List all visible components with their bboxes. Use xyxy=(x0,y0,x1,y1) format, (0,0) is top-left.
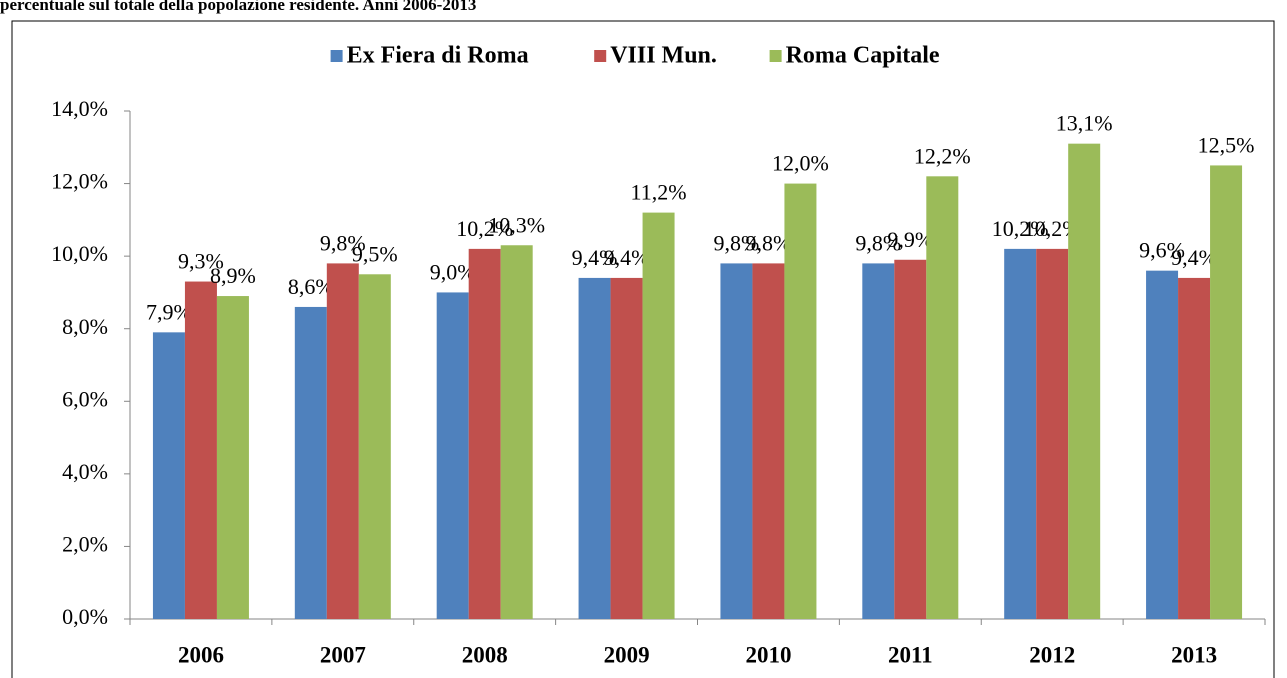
value-label: 9,8% xyxy=(855,230,901,255)
value-label: 12,2% xyxy=(914,143,971,168)
value-label: 9,8% xyxy=(320,230,366,255)
bar xyxy=(326,263,359,619)
value-label: 10,2% xyxy=(456,216,513,241)
value-label: 10,2% xyxy=(992,216,1049,241)
y-tick-label: 14,0% xyxy=(51,96,108,121)
legend-label: Roma Capitale xyxy=(786,43,940,69)
legend-swatch xyxy=(330,50,343,62)
value-label: 8,6% xyxy=(288,274,334,299)
bar xyxy=(436,292,469,619)
x-tick-label: 2007 xyxy=(320,642,366,667)
bar xyxy=(500,245,533,619)
bar xyxy=(578,277,611,619)
y-tick-label: 6,0% xyxy=(62,386,108,411)
value-label: 7,9% xyxy=(146,299,192,324)
bar xyxy=(184,281,217,619)
value-label: 12,0% xyxy=(772,151,829,176)
bar xyxy=(784,183,817,620)
y-tick-label: 8,0% xyxy=(62,314,108,339)
value-label: 8,9% xyxy=(210,263,256,288)
bar xyxy=(926,176,959,620)
legend-label: Ex Fiera di Roma xyxy=(347,43,529,69)
y-tick-label: 0,0% xyxy=(62,604,108,629)
bar xyxy=(720,263,753,619)
value-label: 9,4% xyxy=(572,245,618,270)
y-tick-label: 12,0% xyxy=(51,169,108,194)
value-label: 13,1% xyxy=(1056,111,1113,136)
y-tick-label: 2,0% xyxy=(62,531,108,556)
legend-swatch xyxy=(769,50,782,62)
bar xyxy=(642,212,675,619)
x-tick-label: 2010 xyxy=(745,642,791,667)
bar xyxy=(1210,165,1243,619)
value-label: 9,8% xyxy=(746,230,792,255)
x-tick-label: 2008 xyxy=(462,642,508,667)
bar xyxy=(1146,270,1179,619)
bar xyxy=(610,277,643,619)
bar xyxy=(1178,277,1211,619)
value-label: 9,9% xyxy=(887,227,933,252)
legend-swatch xyxy=(594,50,607,62)
bar xyxy=(752,263,785,619)
x-tick-label: 2009 xyxy=(604,642,650,667)
bar xyxy=(862,263,895,619)
x-tick-label: 2011 xyxy=(888,642,933,667)
bar xyxy=(1068,143,1101,619)
value-label: 9,3% xyxy=(178,249,224,274)
value-label: 9,4% xyxy=(604,245,650,270)
chart-title: percentuale sul totale della popolazione… xyxy=(0,0,476,14)
x-tick-label: 2013 xyxy=(1171,642,1217,667)
y-tick-label: 4,0% xyxy=(62,459,108,484)
bar xyxy=(1036,248,1069,619)
bar xyxy=(294,306,327,619)
bar xyxy=(216,296,249,619)
bar xyxy=(358,274,391,619)
value-label: 9,4% xyxy=(1171,245,1217,270)
value-label: 12,5% xyxy=(1198,132,1255,157)
x-tick-label: 2006 xyxy=(178,642,224,667)
bar xyxy=(1004,248,1037,619)
legend-label: VIII Mun. xyxy=(610,43,717,69)
bar xyxy=(468,248,501,619)
value-label: 9,8% xyxy=(714,230,760,255)
y-tick-label: 10,0% xyxy=(51,241,108,266)
value-label: 9,0% xyxy=(430,259,476,284)
value-label: 10,3% xyxy=(488,212,545,237)
x-tick-label: 2012 xyxy=(1029,642,1075,667)
bar xyxy=(894,259,927,619)
value-label: 9,6% xyxy=(1139,238,1185,263)
bar xyxy=(152,332,185,619)
value-label: 9,5% xyxy=(352,241,398,266)
value-label: 11,2% xyxy=(631,180,687,205)
